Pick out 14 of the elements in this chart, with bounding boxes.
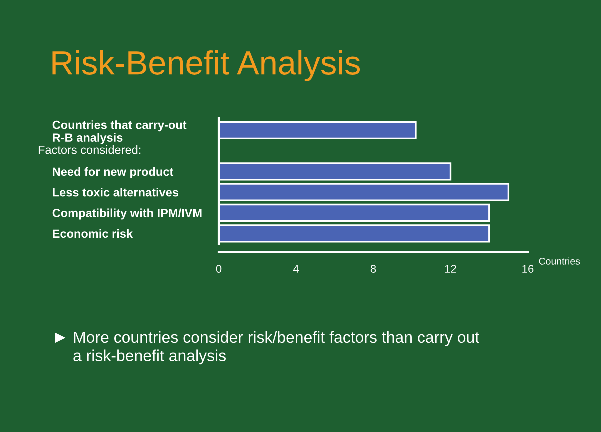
y-tick-label: Compatibility with IPM/IVM bbox=[52, 208, 202, 220]
x-tick-label: 8 bbox=[370, 265, 376, 273]
y-tick-label: Need for new product bbox=[53, 167, 174, 178]
text: Factors considered: bbox=[38, 146, 141, 154]
text: More countries consider risk/benefit factors than carry out a risk-benefit analysis bbox=[74, 331, 480, 365]
y-tick-label: Economic risk bbox=[53, 229, 134, 238]
y-tick-label: Less toxic alternatives bbox=[53, 188, 178, 197]
x-tick-label: 4 bbox=[293, 265, 300, 273]
x-tick-label: 12 bbox=[445, 265, 456, 273]
x-tick-label: 16 bbox=[522, 265, 534, 273]
chart-title: Risk-Benefit Analysis bbox=[52, 50, 360, 82]
x-tick-label: 0 bbox=[216, 265, 222, 273]
x-axis-title: Countries bbox=[539, 258, 580, 265]
y-tick-label: Countries that carry-out R-B analysis bbox=[52, 120, 187, 144]
